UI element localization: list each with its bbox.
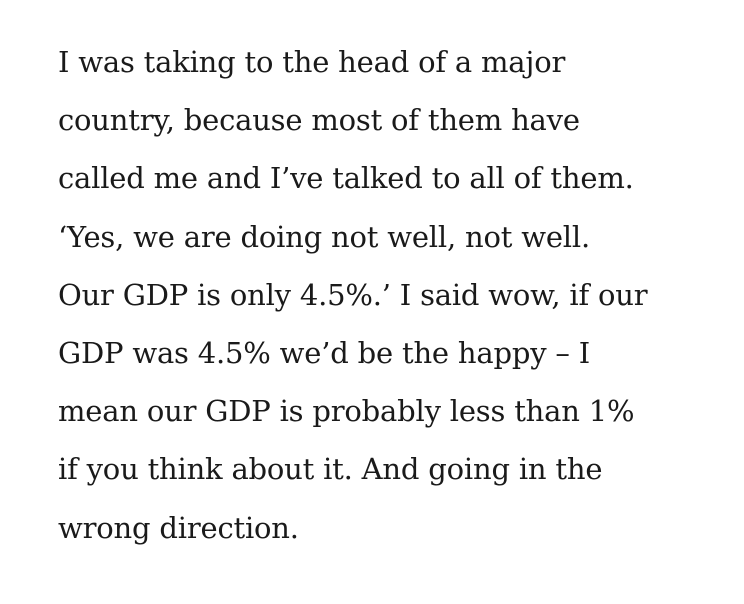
text-line: country, because most of them have bbox=[58, 103, 580, 138]
text-line: called me and I’ve talked to all of them… bbox=[58, 161, 634, 196]
text-line: wrong direction. bbox=[58, 510, 299, 545]
quote-text: I was taking to the head of a major count… bbox=[58, 33, 738, 557]
text-line: I was taking to the head of a major bbox=[58, 45, 566, 79]
text-line: ‘Yes, we are doing not well, not well. bbox=[58, 219, 590, 254]
text-line: GDP was 4.5% we’d be the happy – I bbox=[58, 336, 590, 371]
text-line: Our GDP is only 4.5%.’ I said wow, if ou… bbox=[58, 277, 648, 312]
text-line: if you think about it. And going in the bbox=[58, 452, 603, 487]
text-line: mean our GDP is probably less than 1% bbox=[58, 394, 635, 429]
